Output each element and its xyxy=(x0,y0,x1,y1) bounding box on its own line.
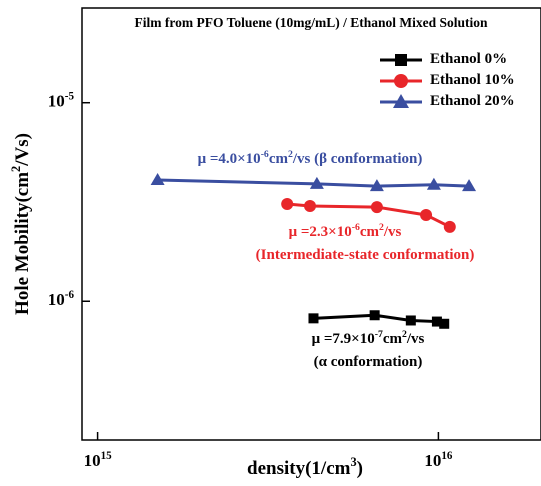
legend-label: Ethanol 20% xyxy=(430,93,515,109)
data-point xyxy=(405,315,416,326)
data-point xyxy=(426,177,441,190)
y-axis-label: Hole Mobility(cm2/Vs) xyxy=(9,133,34,315)
data-point xyxy=(308,313,319,324)
legend-marker xyxy=(395,54,407,66)
annotation: μ =2.3×10-6cm2/vs xyxy=(289,222,402,241)
legend-label: Ethanol 0% xyxy=(430,51,507,67)
data-point xyxy=(439,318,450,329)
data-point xyxy=(304,199,317,212)
legend-marker xyxy=(393,94,409,108)
plot-frame xyxy=(81,7,541,441)
data-point xyxy=(369,310,380,321)
y-tick-label: 10-6 xyxy=(48,289,75,309)
annotation: (α conformation) xyxy=(314,354,423,370)
data-point xyxy=(281,197,294,210)
legend-label: Ethanol 10% xyxy=(430,72,515,88)
chart-title: Film from PFO Toluene (10mg/mL) / Ethano… xyxy=(134,15,488,30)
data-point xyxy=(370,201,383,214)
x-tick-label: 1016 xyxy=(424,450,453,470)
data-point xyxy=(309,176,324,189)
x-tick-label: 1015 xyxy=(84,450,113,470)
y-tick-label: 10-5 xyxy=(48,90,75,110)
data-point xyxy=(443,220,456,233)
legend-marker xyxy=(394,74,408,88)
data-point xyxy=(431,316,442,327)
data-point xyxy=(462,179,477,192)
annotation: μ =7.9×10-7cm2/vs xyxy=(312,329,425,348)
x-axis-label: density(1/cm3) xyxy=(247,455,363,480)
data-point xyxy=(420,208,433,221)
annotation: (Intermediate-state conformation) xyxy=(256,247,475,263)
data-point xyxy=(369,179,384,192)
annotation: μ =4.0×10-6cm2/vs (β conformation) xyxy=(198,149,423,168)
data-point xyxy=(150,173,165,186)
